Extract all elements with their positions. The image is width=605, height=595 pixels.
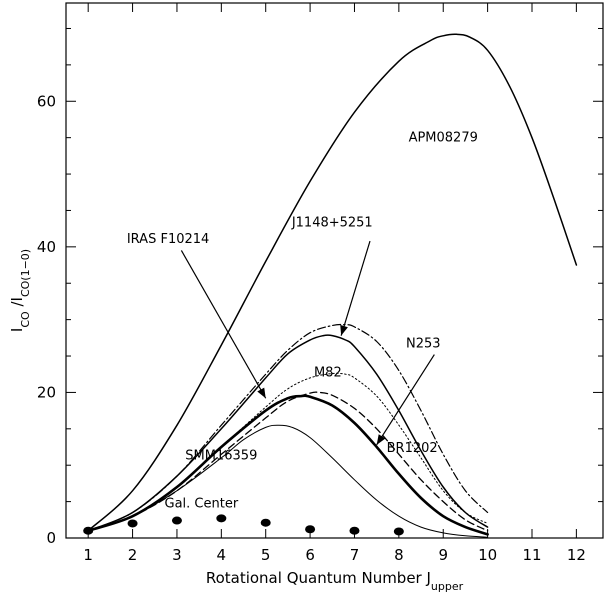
x-tick-label: 11 (522, 546, 541, 564)
y-axis-label-part: CO (19, 311, 32, 328)
x-tick-label: 5 (261, 546, 271, 564)
x-tick-label: 9 (438, 546, 448, 564)
label-gal-center: Gal. Center (165, 496, 239, 511)
annotation-arrow-line (376, 354, 435, 446)
x-tick-label: 6 (305, 546, 315, 564)
x-axis-label: Rotational Quantum Number Jupper (206, 569, 464, 593)
y-axis-label-part: /I (8, 297, 26, 311)
label-smm16359: SMM16359 (185, 448, 257, 463)
label-apm08279: APM08279 (409, 130, 478, 145)
x-tick-label: 7 (350, 546, 360, 564)
label-n253: N253 (406, 336, 441, 351)
arrows-layer (180, 240, 435, 446)
annotation-arrow-head (376, 434, 386, 445)
x-tick-label: 1 (83, 546, 93, 564)
curves-layer (86, 33, 578, 538)
x-axis-label-sub: upper (431, 580, 464, 593)
plot-frame (65, 2, 604, 539)
series-unlabeled-2-line (87, 334, 489, 532)
x-tick-label: 10 (478, 546, 497, 564)
series-gal-center-point (260, 518, 271, 527)
y-axis-label-part: I (8, 328, 26, 332)
x-tick-label: 12 (567, 546, 586, 564)
series-j1148-5251-line (87, 323, 489, 532)
x-axis-label-main: Rotational Quantum Number J (206, 569, 431, 587)
series-smm16359-line (87, 424, 489, 538)
series-apm08279-line (87, 33, 578, 532)
label-j1148-5251: J1148+5251 (291, 215, 373, 230)
label-br1202: BR1202 (387, 441, 438, 456)
y-axis-label-part: CO(1−0) (19, 249, 32, 297)
labels-layer: APM08279 J1148+5251 IRAS F10214 N253 M82 BR12… (127, 130, 478, 511)
y-tick-label: 20 (37, 383, 56, 401)
series-n253-line (87, 391, 489, 532)
annotation-arrow-head (257, 387, 266, 399)
y-tick-label: 40 (37, 238, 56, 256)
x-tick-label: 8 (394, 546, 404, 564)
series-gal-center-point (127, 519, 138, 528)
series-iras-f10214-line (86, 394, 489, 536)
annotation-arrow-head (340, 324, 348, 336)
y-tick-label: 0 (46, 529, 56, 547)
x-tick-label: 4 (217, 546, 227, 564)
label-m82: M82 (314, 365, 342, 380)
x-tick-label: 3 (172, 546, 182, 564)
y-tick-label: 60 (37, 92, 56, 110)
label-iras-f10214: IRAS F10214 (127, 232, 209, 247)
series-gal-center-point (171, 516, 182, 525)
y-axis-label: ICO /ICO(1−0) (8, 249, 32, 332)
annotation-arrow-line (340, 240, 371, 336)
x-tick-label: 2 (128, 546, 138, 564)
annotation-arrow-line (180, 250, 267, 399)
series-gal-center-point (216, 514, 227, 523)
